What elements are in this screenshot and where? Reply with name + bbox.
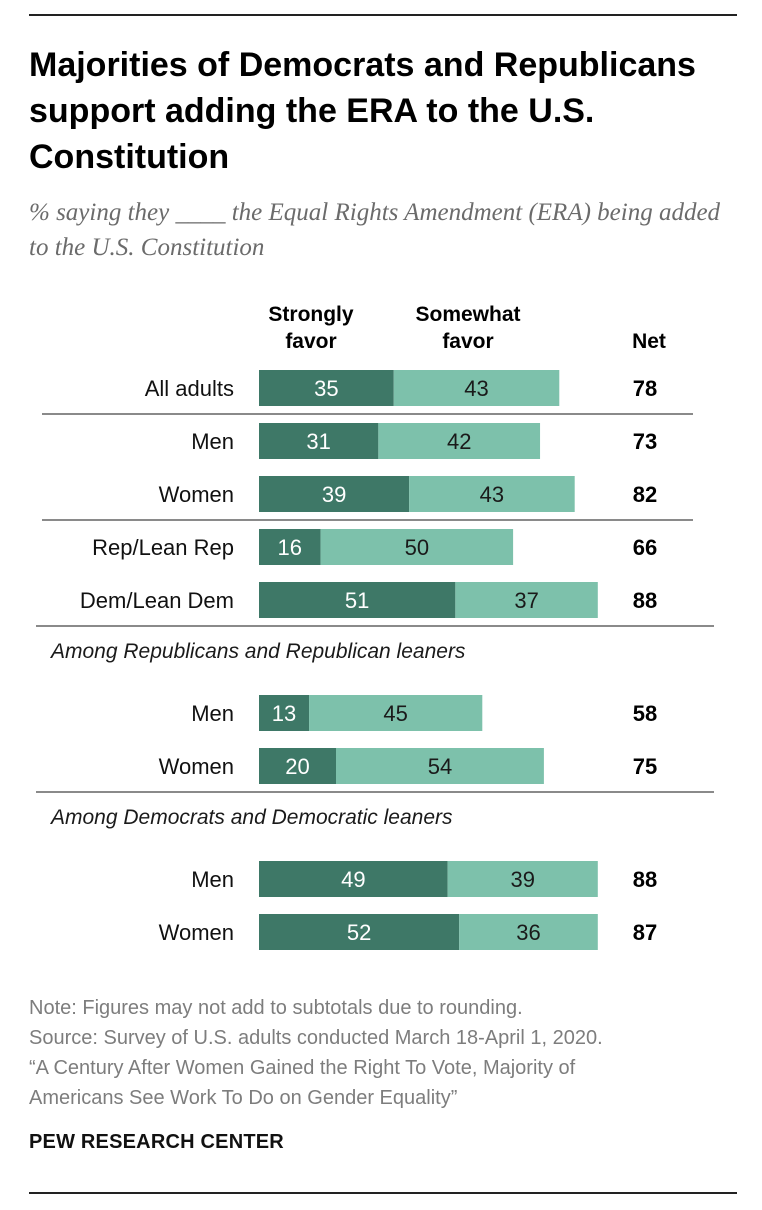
top-rule	[29, 14, 737, 16]
net-value: 66	[633, 535, 657, 560]
data-label-strongly: 51	[345, 588, 369, 613]
net-value: 73	[633, 429, 657, 454]
bar-strongly-favor	[259, 370, 394, 406]
data-label-strongly: 39	[322, 482, 346, 507]
data-label-somewhat: 43	[464, 376, 488, 401]
bar-somewhat-favor	[309, 695, 483, 731]
bar-strongly-favor	[259, 861, 448, 897]
series-header-somewhat: Somewhat favor	[415, 303, 520, 353]
data-label-somewhat: 39	[510, 867, 534, 892]
data-label-somewhat: 54	[428, 754, 452, 779]
data-label-strongly: 16	[278, 535, 302, 560]
footer-report-title-line-2: Americans See Work To Do on Gender Equal…	[29, 1087, 458, 1109]
data-label-somewhat: 50	[405, 535, 429, 560]
row-label: Women	[159, 754, 234, 779]
net-value: 82	[633, 482, 657, 507]
row-label: Dem/Lean Dem	[80, 588, 234, 613]
data-label-strongly: 13	[272, 701, 296, 726]
bar-somewhat-favor	[455, 582, 598, 618]
group-heading: Among Republicans and Republican leaners	[49, 640, 466, 663]
row-label: Rep/Lean Rep	[92, 535, 234, 560]
data-label-strongly: 35	[314, 376, 338, 401]
bar-strongly-favor	[259, 748, 336, 784]
data-label-strongly: 52	[347, 920, 371, 945]
bar-somewhat-favor	[447, 861, 598, 897]
bar-strongly-favor	[259, 423, 379, 459]
bar-somewhat-favor	[409, 476, 575, 512]
net-value: 87	[633, 920, 657, 945]
stacked-bar-chart: Strongly favor Somewhat favor Net All adults 3…	[36, 303, 714, 950]
bar-strongly-favor	[259, 476, 410, 512]
data-label-somewhat: 42	[447, 429, 471, 454]
bar-somewhat-favor	[393, 370, 560, 406]
net-value: 78	[633, 376, 657, 401]
net-value: 88	[633, 867, 657, 892]
row-label: Men	[191, 429, 234, 454]
brand-logo-text: PEW RESEARCH CENTER	[29, 1131, 284, 1153]
chart-subtitle: % saying they ____ the Equal Rights Amen…	[29, 199, 721, 261]
bar-strongly-favor	[259, 914, 460, 950]
net-value: 88	[633, 588, 657, 613]
net-value: 58	[633, 701, 657, 726]
series-header-strongly: Strongly favor	[268, 303, 353, 353]
bottom-rule	[29, 1192, 737, 1194]
data-label-somewhat: 43	[480, 482, 504, 507]
footer-notes: Note: Figures may not add to subtotals d…	[29, 993, 729, 1113]
row-label: Men	[191, 867, 234, 892]
bar-strongly-favor	[259, 582, 456, 618]
row-label: Women	[159, 482, 234, 507]
group-heading: Among Democrats and Democratic leaners	[49, 806, 453, 829]
bar-strongly-favor	[259, 695, 310, 731]
data-label-strongly: 49	[341, 867, 365, 892]
data-label-somewhat: 37	[514, 588, 538, 613]
footer-report-title-line-1: “A Century After Women Gained the Right …	[29, 1057, 576, 1079]
bar-somewhat-favor	[378, 423, 541, 459]
data-label-somewhat: 45	[383, 701, 407, 726]
footer-source: Source: Survey of U.S. adults conducted …	[29, 1027, 603, 1049]
bar-somewhat-favor	[336, 748, 544, 784]
bar-strongly-favor	[259, 529, 321, 565]
row-label: Men	[191, 701, 234, 726]
bar-somewhat-favor	[459, 914, 598, 950]
chart-title: Majorities of Democrats and Republicans …	[29, 46, 696, 176]
data-label-strongly: 20	[285, 754, 309, 779]
net-header: Net	[632, 330, 666, 353]
bar-somewhat-favor	[320, 529, 514, 565]
footer-note: Note: Figures may not add to subtotals d…	[29, 997, 523, 1019]
row-label: Women	[159, 920, 234, 945]
net-value: 75	[633, 754, 657, 779]
row-label: All adults	[145, 376, 234, 401]
data-label-strongly: 31	[306, 429, 330, 454]
data-label-somewhat: 36	[516, 920, 540, 945]
